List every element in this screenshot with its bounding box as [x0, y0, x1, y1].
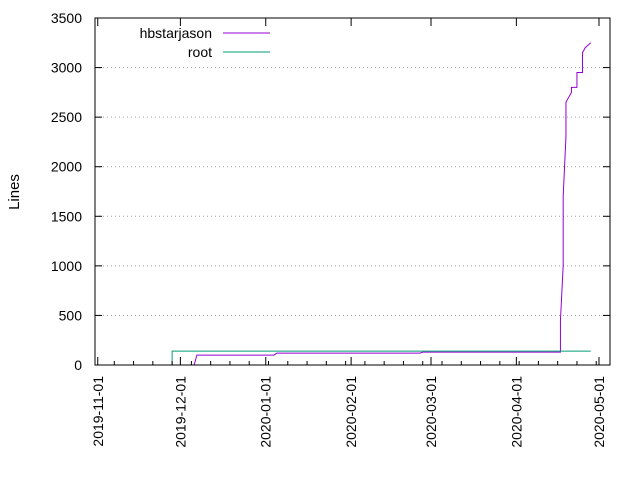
x-tick-label: 2020-05-01 — [591, 376, 607, 448]
y-axis: 0 500 1000 1500 2000 2500 3000 3500 — [51, 10, 610, 373]
series-line-hbstarjason — [193, 42, 592, 366]
x-axis: 2019-11-01 2019-12-01 2020-01-01 2020-02-01… — [90, 18, 607, 448]
x-tick-label: 2020-01-01 — [258, 376, 274, 448]
y-tick-label: 2000 — [51, 159, 82, 175]
legend: hbstarjason root — [140, 25, 270, 60]
y-tick-label: 0 — [74, 357, 82, 373]
x-tick-label: 2019-11-01 — [90, 376, 106, 447]
y-tick-label: 2500 — [51, 109, 82, 125]
y-tick-label: 1500 — [51, 208, 82, 224]
y-axis-label: Lines — [6, 174, 23, 210]
y-tick-label: 1000 — [51, 258, 82, 274]
y-tick-label: 3000 — [51, 60, 82, 76]
y-tick-label: 3500 — [51, 10, 82, 26]
plot-area-border — [94, 17, 611, 366]
y-tick-label: 500 — [59, 307, 83, 323]
legend-label-root: root — [188, 44, 212, 60]
grid — [95, 67, 610, 316]
x-tick-label: 2020-03-01 — [423, 376, 439, 448]
x-tick-label: 2020-04-01 — [508, 376, 524, 448]
legend-label-hbstarjason: hbstarjason — [140, 25, 212, 41]
x-tick-label: 2020-02-01 — [343, 376, 359, 448]
x-tick-label: 2019-12-01 — [172, 376, 188, 448]
series-lines — [171, 42, 592, 366]
series-line-root — [171, 350, 591, 365]
